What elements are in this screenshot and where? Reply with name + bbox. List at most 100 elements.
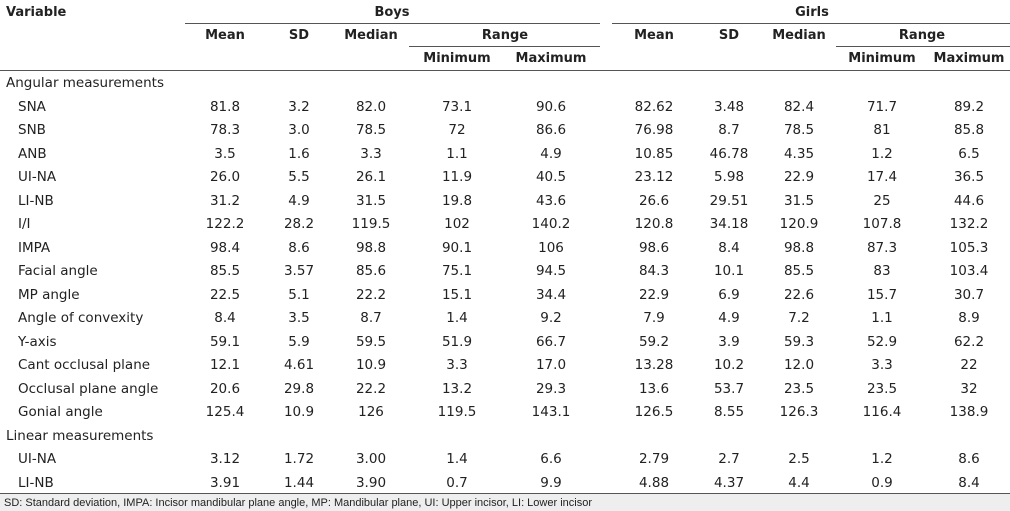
row-label: Gonial angle: [18, 404, 103, 420]
cell: 5.5: [288, 169, 310, 185]
cell: 82.62: [634, 98, 674, 115]
row-label: Angle of convexity: [18, 310, 144, 326]
cell: 34.4: [535, 286, 567, 303]
cell: 7.2: [788, 310, 810, 326]
cell: 3.57: [283, 263, 315, 279]
cell: 98.8: [355, 239, 387, 256]
cell: 9.9: [540, 474, 562, 491]
footnote: SD: Standard deviation, IMPA: Incisor ma…: [0, 493, 1010, 511]
section-title: Angular measurements: [6, 75, 164, 91]
cell: 3.0: [288, 122, 310, 138]
cell: 106: [538, 239, 564, 256]
cell: 59.1: [209, 333, 241, 350]
cell: 1.44: [283, 474, 315, 491]
cell: 22: [960, 357, 978, 373]
cell: 17.0: [535, 357, 567, 373]
cell: 98.4: [209, 239, 241, 256]
cell: 3.3: [446, 357, 468, 373]
row-label: Cant occlusal plane: [18, 357, 151, 373]
cell: 26.6: [638, 192, 670, 209]
cell: 107.8: [862, 216, 902, 232]
rule: [612, 23, 1010, 24]
cell: 3.3: [360, 145, 382, 162]
cell: 3.3: [871, 357, 893, 373]
cell: 102: [444, 216, 470, 232]
cell: 26.1: [355, 169, 387, 185]
cell: 82.4: [783, 98, 815, 115]
cell: 4.88: [638, 474, 670, 491]
cell: 36.5: [953, 169, 985, 185]
cell: 1.4: [446, 310, 468, 326]
variable-header: Variable: [6, 5, 67, 20]
cell: 4.4: [788, 474, 810, 491]
cell: 6.5: [958, 145, 980, 162]
cell: 72: [448, 122, 466, 138]
row-label: Facial angle: [18, 263, 98, 279]
rule: [409, 46, 600, 47]
cell: 10.85: [634, 145, 674, 162]
cell: 78.3: [209, 122, 241, 138]
row-label: LI-NB: [18, 192, 54, 209]
cell: 116.4: [862, 404, 902, 420]
row-label: MP angle: [18, 286, 80, 303]
cell: 76.98: [634, 122, 674, 138]
column-header: Maximum: [515, 51, 587, 66]
column-header: Median: [344, 28, 398, 43]
cell: 13.6: [638, 380, 670, 397]
cell: 85.6: [355, 263, 387, 279]
range-header: Range: [898, 28, 946, 43]
column-header: Mean: [205, 28, 245, 43]
row-label: ANB: [18, 145, 47, 162]
cell: 8.7: [718, 122, 740, 138]
row-label: SNA: [18, 98, 46, 115]
cell: 32: [960, 380, 978, 397]
cell: 3.91: [209, 474, 241, 491]
cell: 8.7: [360, 310, 382, 326]
cell: 23.5: [783, 380, 815, 397]
cell: 84.3: [638, 263, 670, 279]
cell: 2.79: [638, 451, 670, 467]
cell: 0.9: [871, 474, 893, 491]
cell: 25: [873, 192, 891, 209]
cell: 22.2: [355, 380, 387, 397]
cell: 23.12: [634, 169, 674, 185]
row-label: UI-NA: [18, 169, 57, 185]
column-header: Maximum: [933, 51, 1005, 66]
cell: 59.5: [355, 333, 387, 350]
cell: 90.1: [441, 239, 473, 256]
cell: 1.1: [446, 145, 468, 162]
cell: 81.8: [209, 98, 241, 115]
cell: 13.2: [441, 380, 473, 397]
cell: 8.4: [214, 310, 236, 326]
cell: 12.0: [783, 357, 815, 373]
cell: 4.9: [540, 145, 562, 162]
rule: [185, 23, 600, 24]
cell: 6.6: [540, 451, 562, 467]
cell: 7.9: [643, 310, 665, 326]
cell: 44.6: [953, 192, 985, 209]
cell: 8.6: [958, 451, 980, 467]
cell: 94.5: [535, 263, 567, 279]
cell: 82.0: [355, 98, 387, 115]
cell: 3.48: [713, 98, 745, 115]
column-header: SD: [718, 28, 740, 43]
cell: 13.28: [634, 357, 674, 373]
cell: 10.1: [713, 263, 745, 279]
cell: 66.7: [535, 333, 567, 350]
cell: 87.3: [866, 239, 898, 256]
cell: 122.2: [205, 216, 245, 232]
cell: 126.5: [634, 404, 674, 420]
cell: 126: [358, 404, 384, 420]
cell: 3.9: [718, 333, 740, 350]
cell: 83: [873, 263, 891, 279]
cell: 46.78: [709, 145, 749, 162]
cell: 1.6: [288, 145, 310, 162]
column-header: Mean: [634, 28, 674, 43]
row-label: LI-NB: [18, 474, 54, 491]
cell: 1.72: [283, 451, 315, 467]
rule: [836, 46, 1010, 47]
cell: 29.8: [283, 380, 315, 397]
cell: 10.9: [355, 357, 387, 373]
cell: 132.2: [949, 216, 989, 232]
cell: 81: [873, 122, 891, 138]
